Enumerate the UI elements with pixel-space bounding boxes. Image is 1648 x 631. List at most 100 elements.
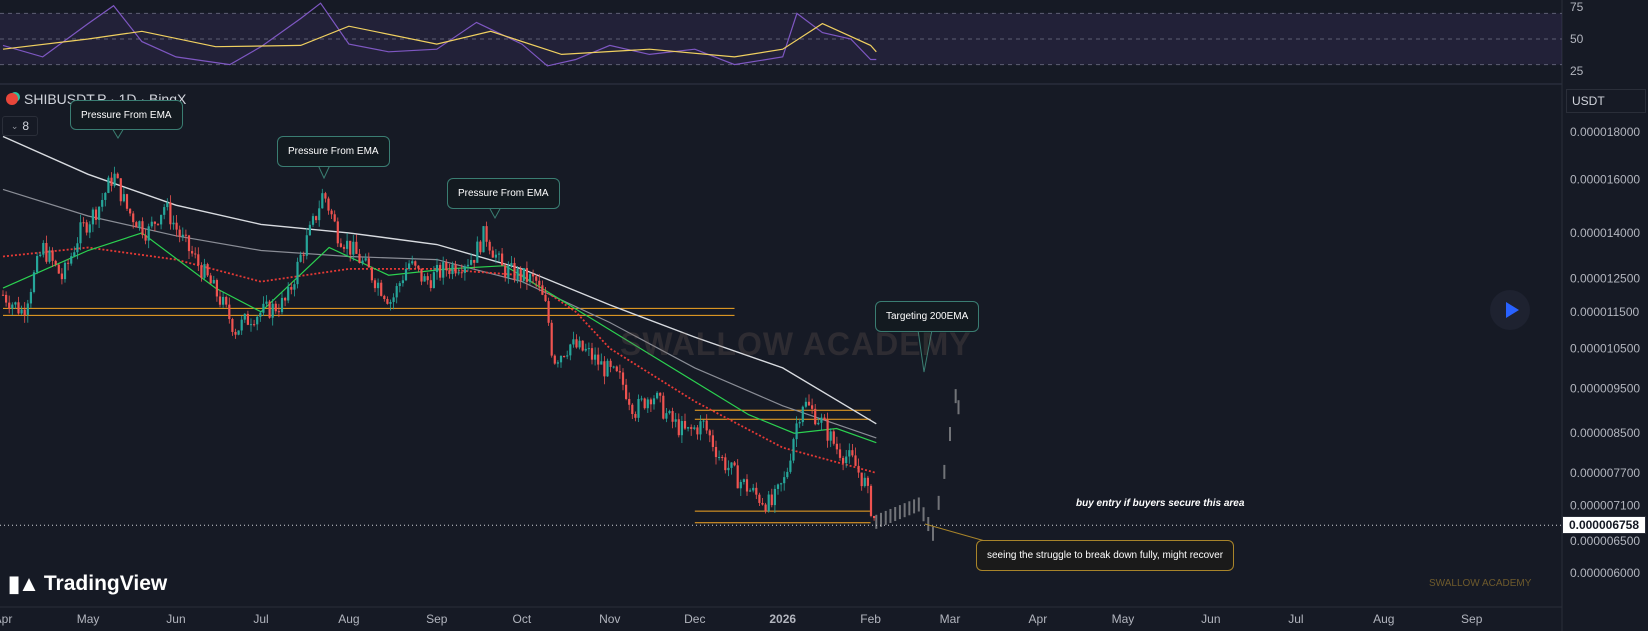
symbol-logo-icon	[6, 93, 18, 105]
candle-body	[423, 276, 426, 282]
projection-bar	[922, 507, 925, 522]
candle-body	[677, 419, 680, 436]
candle-body	[823, 417, 826, 420]
candle-body	[665, 413, 668, 419]
candle-body	[57, 264, 60, 274]
price-tick-label: 0.000006500	[1570, 534, 1640, 548]
candle-body	[231, 319, 234, 332]
candle-body	[389, 301, 392, 304]
candle-body	[218, 296, 222, 305]
indicator-toggle[interactable]: ⌄ 8	[2, 116, 38, 136]
candle-body	[590, 348, 594, 360]
candle-body	[336, 221, 339, 244]
candle-body	[730, 462, 733, 468]
candle-body	[829, 431, 832, 441]
candle-body	[268, 301, 271, 318]
candle-body	[494, 254, 497, 258]
candle-body	[541, 285, 544, 295]
candle-body	[311, 216, 315, 225]
candle-body	[26, 303, 29, 315]
candle-body	[144, 235, 147, 241]
candle-body	[519, 268, 522, 281]
candle-body	[801, 406, 804, 423]
candle-body	[479, 241, 482, 253]
candle-body	[228, 304, 231, 320]
candle-body	[671, 411, 674, 422]
candle-body	[116, 173, 119, 179]
candle-body	[94, 209, 98, 220]
candle-body	[17, 302, 20, 314]
candle-body	[265, 301, 268, 304]
candle-body	[761, 502, 764, 505]
candle-body	[352, 241, 355, 255]
buy-entry-label: buy entry if buyers secure this area	[1076, 498, 1244, 509]
candle-body	[327, 198, 330, 211]
candle-body	[587, 348, 590, 350]
candle-body	[851, 450, 854, 456]
candle-body	[773, 488, 776, 506]
signature-watermark-text: SWALLOW ACADEMY	[1429, 578, 1532, 589]
rsi-line	[2, 2, 877, 67]
candle-body	[578, 340, 581, 348]
candle-body	[680, 421, 683, 436]
candle-body	[696, 427, 699, 435]
price-tick-label: 0.000014000	[1570, 226, 1640, 240]
projection-bar	[889, 508, 892, 523]
time-tick-label: Aug	[1373, 612, 1394, 626]
candle-body	[76, 243, 79, 253]
candle-body	[615, 366, 618, 372]
candle-body	[668, 411, 671, 414]
candle-body	[119, 178, 122, 202]
candle-body	[203, 264, 206, 278]
candle-body	[163, 207, 166, 215]
candle-body	[395, 286, 398, 298]
projection-bar	[880, 512, 883, 527]
time-tick-label: Sep	[426, 612, 448, 626]
candle-body	[225, 296, 228, 305]
candle-body	[814, 408, 817, 425]
candle-body	[792, 439, 795, 461]
projection-bar	[913, 499, 916, 514]
candle-body	[569, 344, 572, 356]
center-watermark: SWALLOW ACADEMY	[620, 326, 972, 363]
candle-body	[442, 262, 445, 278]
projection-bar	[943, 464, 946, 479]
rsi-ma-line	[2, 22, 877, 58]
candle-body	[718, 457, 721, 459]
candle-body	[110, 177, 113, 186]
candle-body	[817, 422, 820, 425]
time-tick-label: Apr	[1029, 612, 1048, 626]
candle-body	[5, 294, 8, 303]
time-tick-label: Jun	[166, 612, 185, 626]
candle-body	[473, 259, 476, 263]
candle-body	[194, 253, 197, 255]
candle-body	[609, 360, 612, 367]
replay-button[interactable]	[1490, 290, 1530, 330]
time-tick-label: Apr	[0, 612, 12, 626]
candle-body	[209, 275, 212, 284]
tradingview-logo[interactable]: ▮▲ TradingView	[8, 571, 167, 597]
candle-body	[528, 274, 532, 282]
candle-body	[572, 339, 575, 345]
time-tick-label: May	[1112, 612, 1135, 626]
candle-body	[141, 221, 144, 236]
time-tick-label: Aug	[338, 612, 359, 626]
candle-body	[8, 302, 11, 309]
candle-body	[262, 303, 265, 313]
candle-body	[63, 262, 67, 280]
candle-body	[318, 208, 321, 221]
play-icon	[1505, 302, 1519, 318]
candle-body	[510, 263, 513, 267]
currency-selector[interactable]: USDT	[1566, 89, 1646, 113]
candle-body	[755, 487, 758, 495]
candle-body	[501, 253, 504, 266]
candle-body	[11, 304, 14, 309]
price-tick-label: 0.000016000	[1570, 172, 1640, 186]
candle-body	[621, 372, 625, 385]
time-tick-label: Feb	[860, 612, 881, 626]
candle-body	[625, 384, 628, 399]
projection-bar	[908, 501, 911, 516]
candle-body	[690, 427, 693, 429]
ema-200-line	[2, 135, 877, 425]
